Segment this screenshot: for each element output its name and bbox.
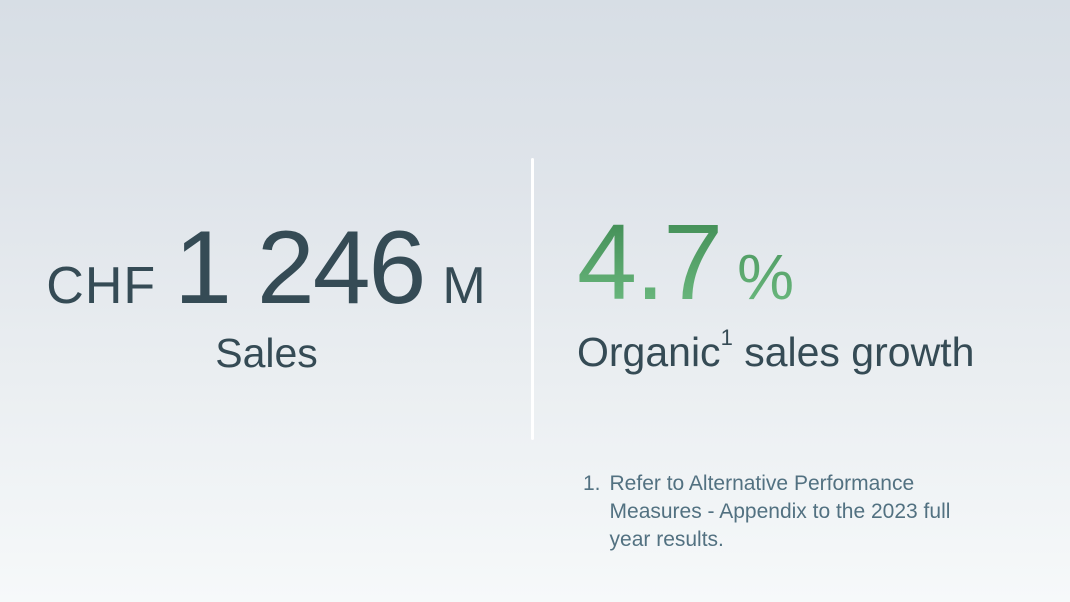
footnote-marker: 1.: [583, 472, 601, 495]
organic-growth-value-line: 4.7 %: [577, 208, 794, 316]
sales-value-line: CHF 1 246 M: [46, 216, 486, 320]
sales-unit: M: [442, 257, 487, 315]
footnote-text: Refer to Alternative Performance Measure…: [610, 470, 951, 554]
sales-amount: 1 246: [174, 210, 426, 326]
sales-label: Sales: [215, 330, 318, 376]
organic-growth-unit: %: [737, 240, 795, 313]
footnote-line: year results.: [609, 528, 724, 551]
vertical-divider: [531, 158, 534, 440]
footnote: 1. Refer to Alternative Performance Meas…: [583, 470, 950, 554]
organic-growth-label-text: Organic: [577, 328, 721, 375]
sales-currency: CHF: [46, 257, 157, 315]
footnote-line: Refer to Alternative Performance: [609, 472, 915, 495]
footnote-line: Measures - Appendix to the 2023 full: [609, 500, 951, 523]
organic-growth-footnote-ref: 1: [720, 324, 733, 350]
organic-growth-value: 4.7: [577, 200, 722, 322]
organic-growth-stat: 4.7 % Organic1 sales growth: [577, 0, 1070, 602]
organic-growth-label-suffix: sales growth: [732, 328, 975, 375]
organic-growth-label: Organic1 sales growth: [577, 324, 975, 377]
sales-stat: CHF 1 246 M Sales: [0, 0, 533, 602]
